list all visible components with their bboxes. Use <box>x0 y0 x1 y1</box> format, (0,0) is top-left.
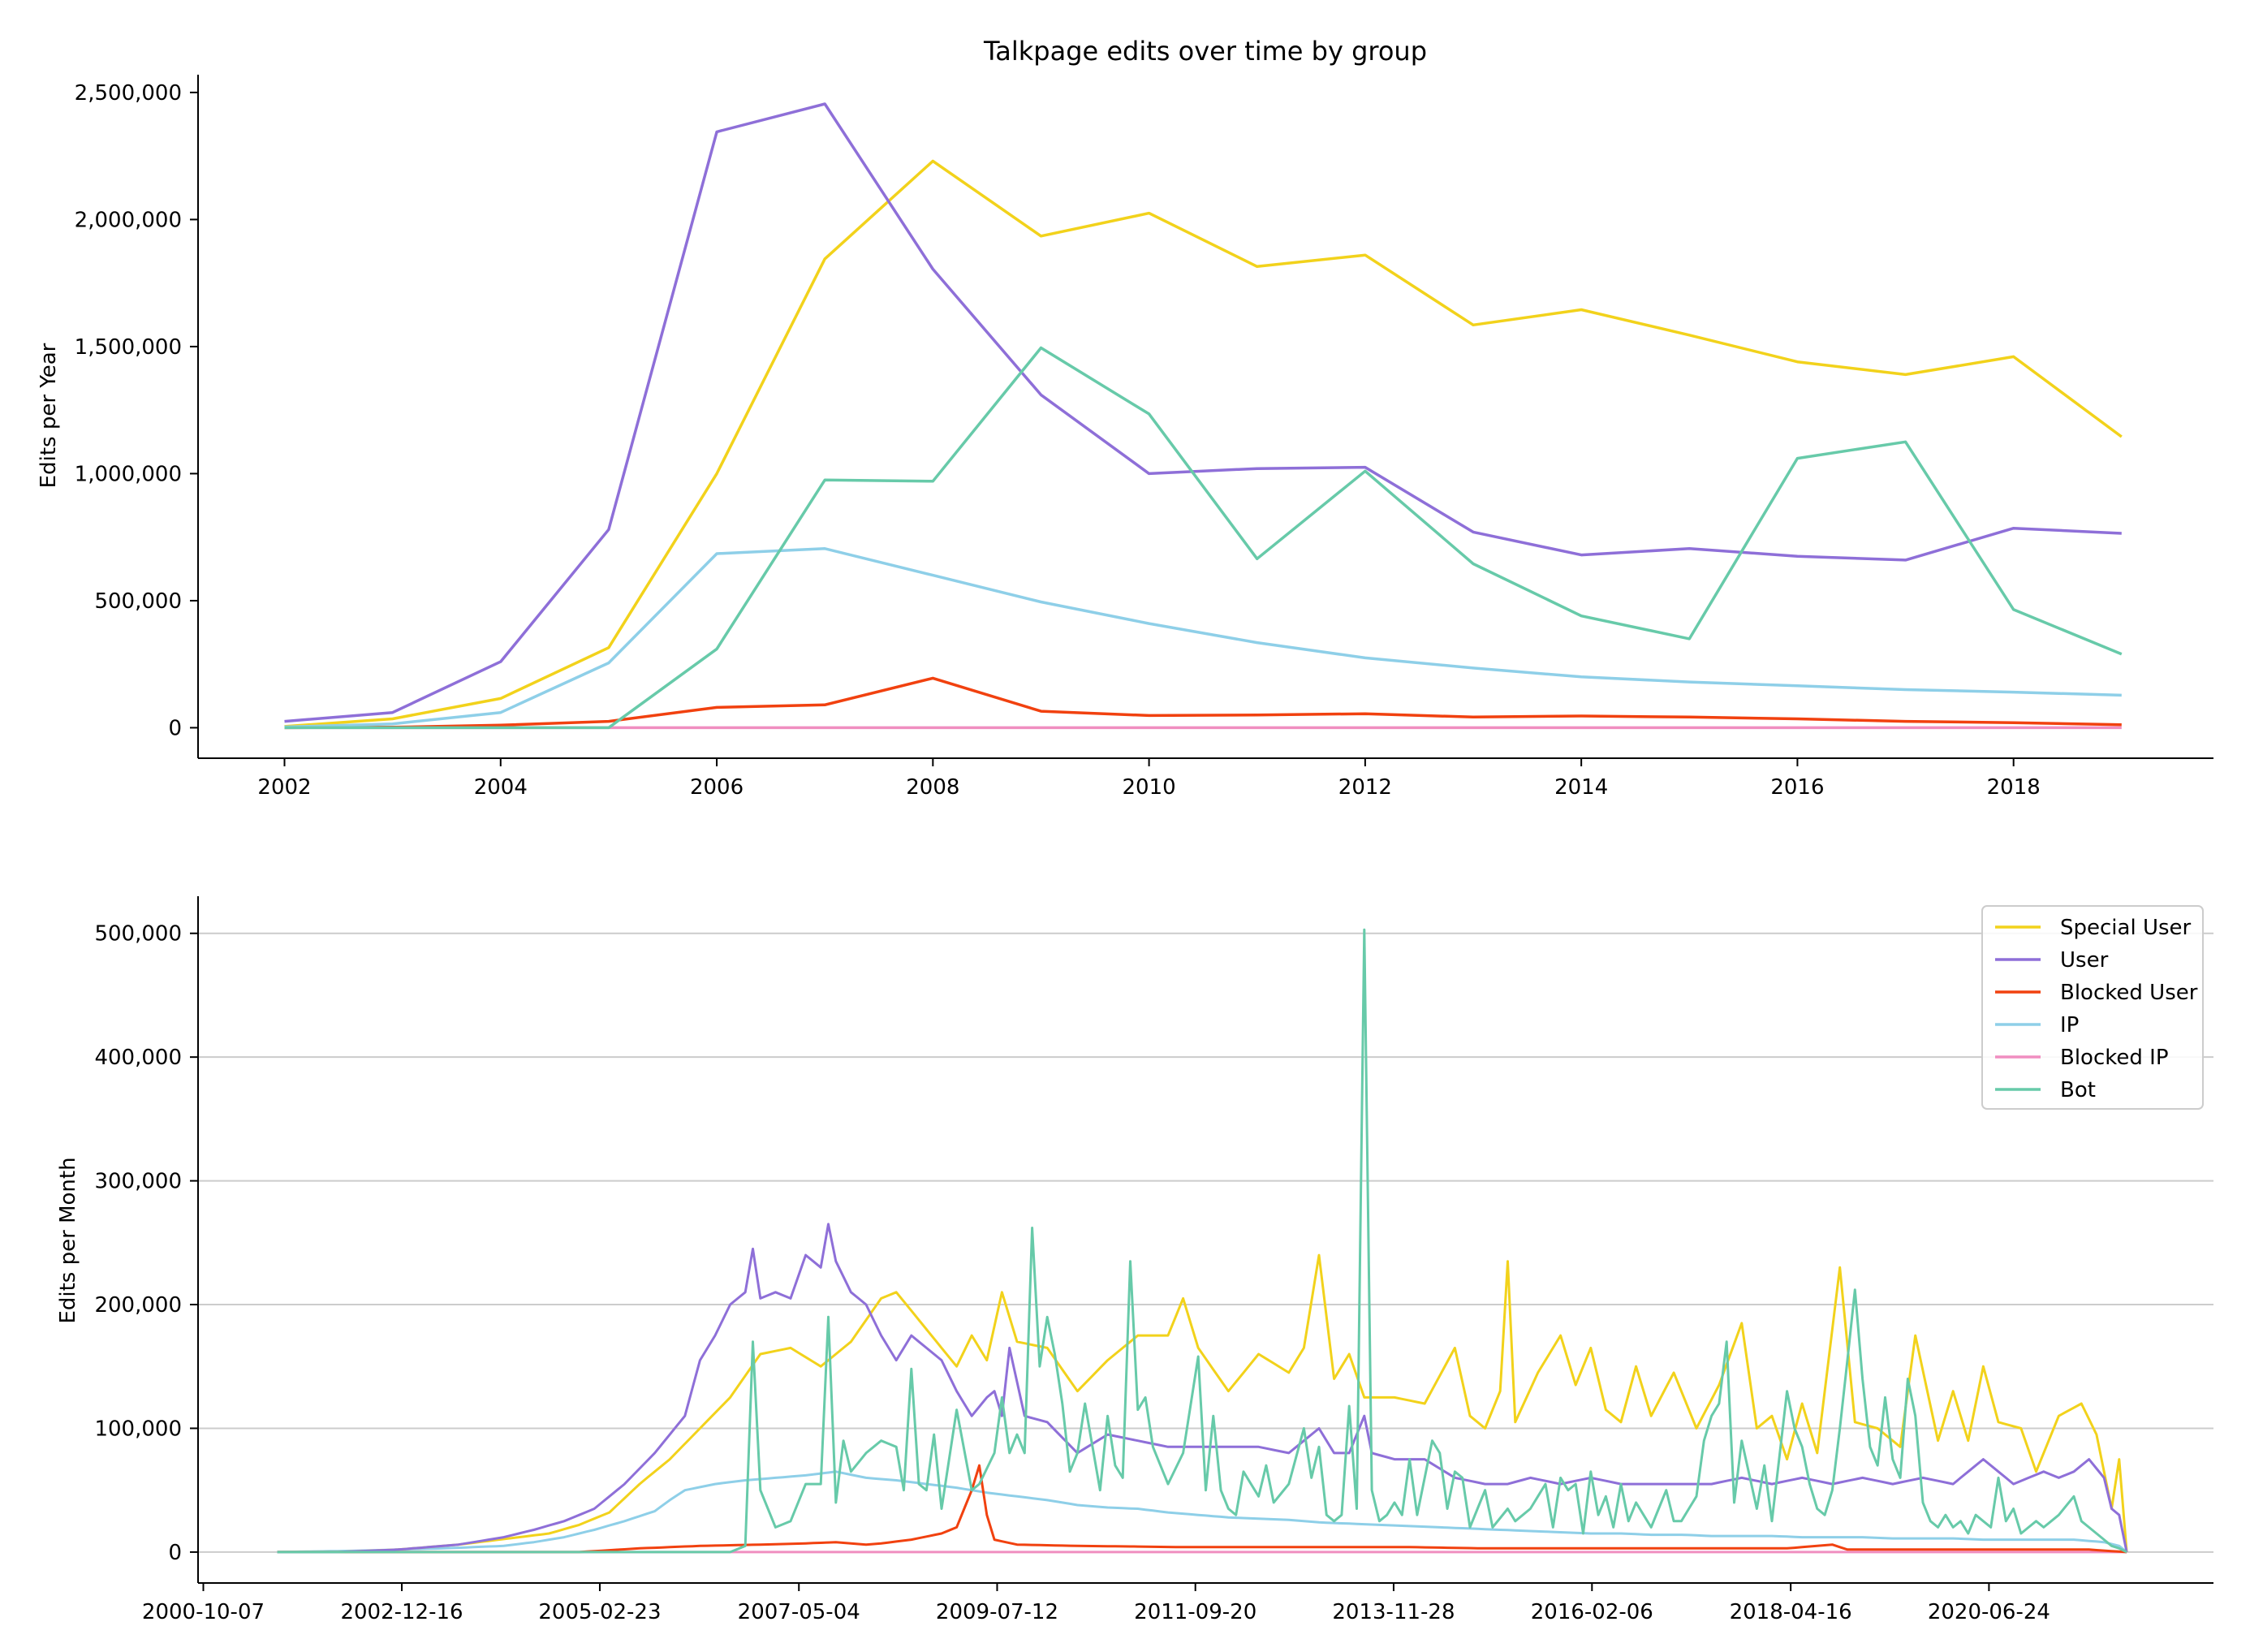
x-tick-label: 2005-02-23 <box>538 1600 661 1624</box>
series-line-bot <box>277 928 2127 1554</box>
y-tick-label: 100,000 <box>94 1417 182 1441</box>
y-tick-label: 500,000 <box>94 589 182 614</box>
x-tick-label: 2007-05-04 <box>738 1600 860 1624</box>
y-tick-label: 500,000 <box>94 922 182 947</box>
x-tick-label: 2013-11-28 <box>1332 1600 1455 1624</box>
series-line-bot <box>284 346 2123 730</box>
yearly-y-axis-label: Edits per Year <box>37 343 61 488</box>
series-line-special-user <box>277 1253 2128 1554</box>
legend-label-blocked-ip: Blocked IP <box>2060 1046 2169 1070</box>
legend-label-bot: Bot <box>2060 1078 2096 1102</box>
x-tick-label: 2002 <box>257 775 311 800</box>
monthly-y-axis-label: Edits per Month <box>56 1157 80 1323</box>
series-line-ip <box>277 1470 2128 1554</box>
legend-label-ip: IP <box>2060 1013 2079 1037</box>
y-tick-label: 300,000 <box>94 1170 182 1194</box>
x-tick-label: 2011-09-20 <box>1134 1600 1256 1624</box>
x-tick-label: 2008 <box>906 775 959 800</box>
yearly-y-tick-labels: 0 500,000 1,000,000 1,500,000 2,000,000 2,500… <box>75 81 182 741</box>
x-tick-label: 2016-02-06 <box>1531 1600 1653 1624</box>
x-tick-label: 2016 <box>1770 775 1824 800</box>
x-tick-label: 2012 <box>1338 775 1392 800</box>
x-tick-label: 2014 <box>1554 775 1608 800</box>
series-line-user <box>284 102 2122 723</box>
x-tick-label: 2000-10-07 <box>142 1600 265 1624</box>
legend-label-user: User <box>2060 948 2109 973</box>
monthly-chart: 0 100,000 200,000 300,000 400,000 500,000 200… <box>56 896 2213 1624</box>
x-tick-label: 2010 <box>1123 775 1176 800</box>
y-tick-label: 200,000 <box>94 1293 182 1318</box>
monthly-ticks <box>190 932 1990 1591</box>
y-tick-label: 2,500,000 <box>75 81 182 106</box>
yearly-chart: 0 500,000 1,000,000 1,500,000 2,000,000 2,500… <box>37 75 2213 800</box>
monthly-series <box>277 928 2128 1554</box>
legend-label-blocked-user: Blocked User <box>2060 981 2198 1005</box>
series-line-blocked-user <box>284 676 2122 730</box>
y-tick-label: 0 <box>168 716 182 740</box>
yearly-x-tick-labels: 2002 2004 2006 2008 2010 2012 2014 2016 2018 <box>257 775 2040 800</box>
legend: Special User User Blocked User IP Blocked IP… <box>1981 905 2204 1110</box>
series-line-special-user <box>284 159 2123 728</box>
x-tick-label: 2009-07-12 <box>936 1600 1058 1624</box>
y-tick-label: 1,000,000 <box>75 462 182 486</box>
x-tick-label: 2018 <box>1987 775 2041 800</box>
monthly-gridlines <box>198 932 2213 1553</box>
x-tick-label: 2002-12-16 <box>340 1600 463 1624</box>
y-tick-label: 400,000 <box>94 1046 182 1070</box>
chart-title: Talkpage edits over time by group <box>983 36 1427 67</box>
y-tick-label: 1,500,000 <box>75 335 182 360</box>
x-tick-label: 2004 <box>474 775 528 800</box>
y-tick-label: 2,000,000 <box>75 208 182 232</box>
yearly-ticks <box>190 91 2015 766</box>
y-tick-label: 0 <box>168 1541 182 1565</box>
yearly-series <box>284 102 2123 730</box>
legend-label-special-user: Special User <box>2060 916 2192 940</box>
x-tick-label: 2020-06-24 <box>1928 1600 2050 1624</box>
series-line-ip <box>284 547 2122 729</box>
x-tick-label: 2018-04-16 <box>1730 1600 1852 1624</box>
x-tick-label: 2006 <box>690 775 744 800</box>
series-line-user <box>277 1223 2128 1554</box>
monthly-x-tick-labels: 2000-10-07 2002-12-16 2005-02-23 2007-05-04… <box>142 1600 2050 1624</box>
monthly-y-tick-labels: 0 100,000 200,000 300,000 400,000 500,000 <box>94 922 182 1565</box>
